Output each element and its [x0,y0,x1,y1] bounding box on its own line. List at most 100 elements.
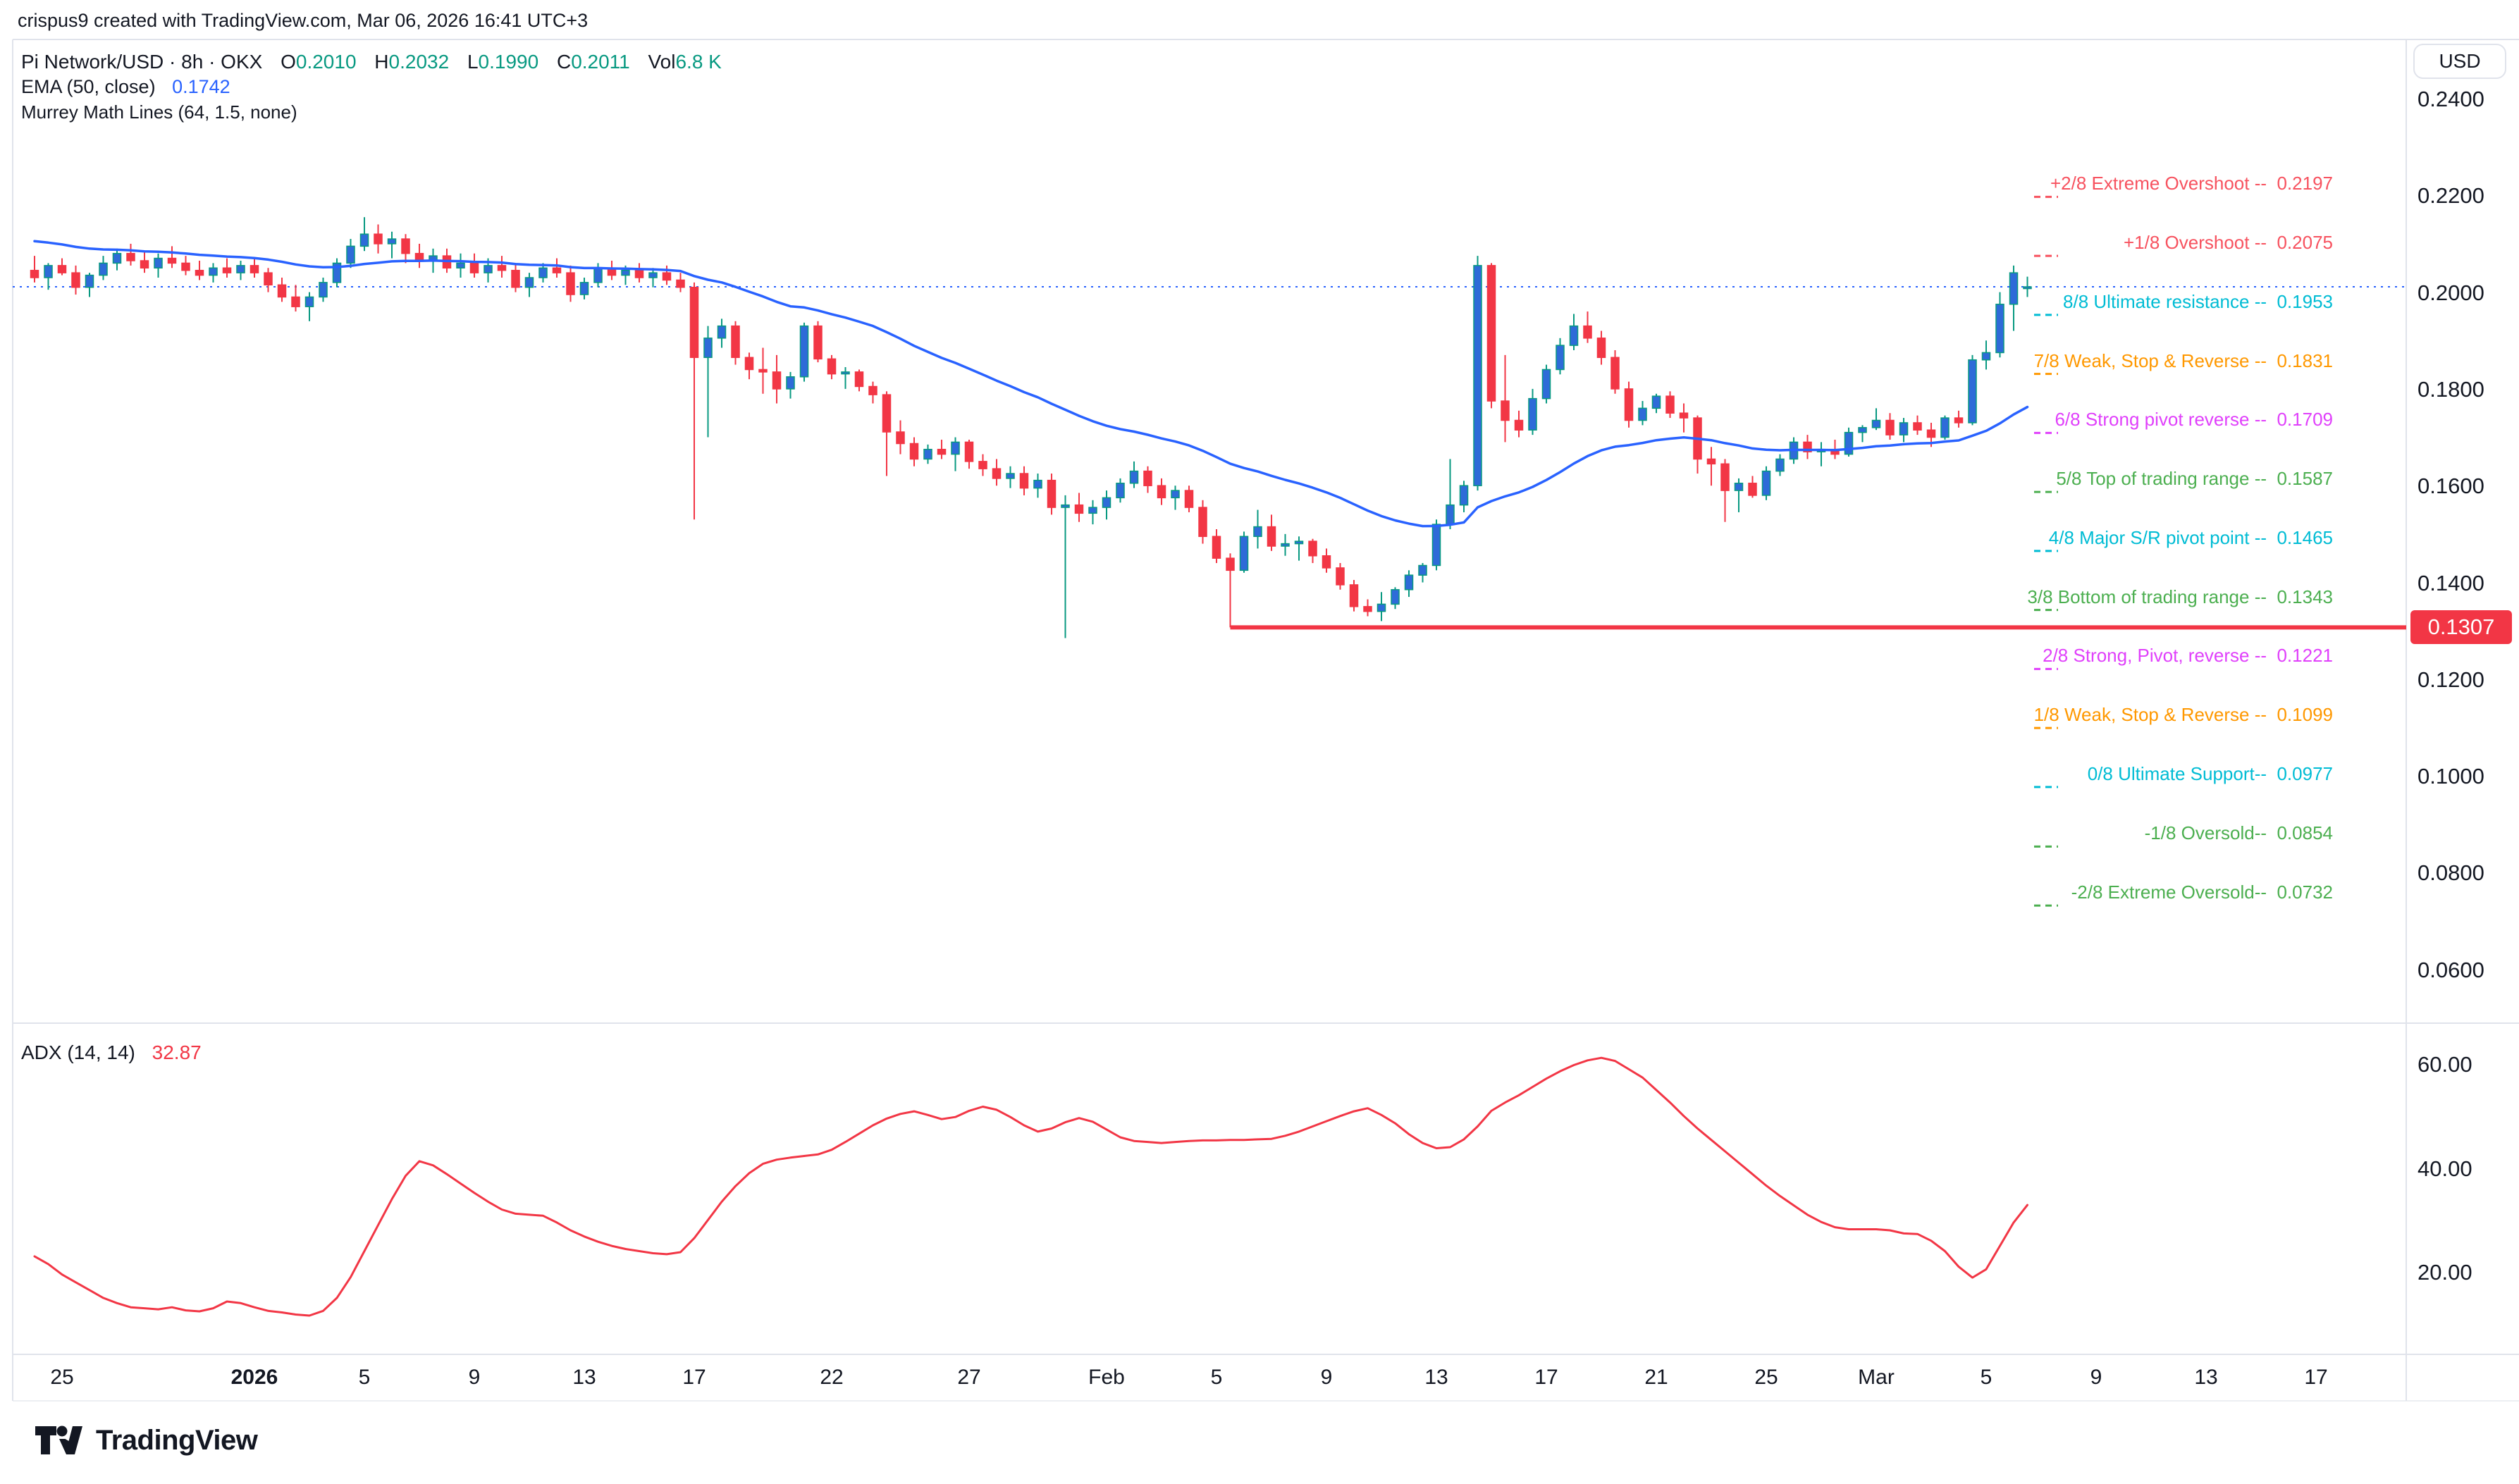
candle-body [813,325,823,360]
time-tick-label: 25 [50,1366,74,1389]
candle-body [99,262,108,276]
murrey-level-label: 7/8 Weak, Stop & Reverse -- 0.1831 [2033,350,2333,371]
candle-body [1267,526,1276,547]
volume-label: Vol [648,51,676,73]
candle-body [744,357,754,371]
candle-body [126,252,135,261]
ema-line [33,240,2029,528]
time-tick-label: 17 [2304,1366,2328,1389]
murrey-level-label: 5/8 Top of trading range -- 0.1587 [2056,468,2333,490]
candle-body [1596,338,1606,359]
tradingview-brand[interactable]: TradingView [34,1422,258,1459]
candle-body [1720,463,1730,491]
candle-body [1706,458,1716,465]
candle-body [1294,540,1304,545]
candle-body [799,325,809,378]
candle-body [1157,485,1166,499]
candle-body [1198,507,1207,538]
adx-legend-row[interactable]: ADX (14, 14) 32.87 [21,1041,202,1064]
candle-body [484,265,493,273]
price-tick-label: 0.2000 [2418,280,2484,305]
candle-body [1308,540,1317,557]
symbol-legend-row[interactable]: Pi Network/USD · 8h · OKX O0.2010 H0.203… [21,51,722,73]
ema-legend-row[interactable]: EMA (50, close) 0.1742 [21,76,230,98]
candle-body [387,238,397,245]
candle-body [937,448,947,455]
time-tick-label: 5 [1980,1366,1993,1389]
price-tick-label: 0.2400 [2418,87,2484,111]
candle-body [1501,400,1510,421]
candle-body [1556,345,1565,371]
candle-body [236,265,245,273]
adx-tick-label: 20.00 [2418,1260,2472,1285]
time-tick-label: 21 [1644,1366,1668,1389]
volume-value: 6.8 K [675,51,722,73]
mml-legend-row[interactable]: Murrey Math Lines (64, 1.5, none) [21,101,297,123]
low-label: L [467,51,479,73]
candle-body [579,282,589,295]
candle-body [566,272,575,295]
candle-body [209,267,218,276]
candle-body [717,325,727,339]
time-tick-label: 13 [572,1366,596,1389]
candle-body [1226,557,1235,571]
currency-unit-button[interactable]: USD [2413,44,2506,79]
time-tick-label: 9 [2090,1366,2102,1389]
candle-body [786,376,795,390]
candle-body [1761,470,1771,496]
candle-body [621,269,630,276]
candle-body [1610,357,1620,390]
murrey-level-label: +1/8 Overshoot -- 0.2075 [2123,232,2333,254]
candle-body [456,262,465,269]
price-tick-label: 0.0800 [2418,860,2484,886]
price-tick-label: 0.1200 [2418,667,2484,692]
candle-body [112,252,122,264]
candle-body [524,277,534,288]
candle-body [277,284,287,298]
candle-body [841,371,850,375]
candle-body [1679,412,1689,419]
candle-body [1871,419,1881,428]
candle-body [1885,419,1895,435]
candle-body [868,385,877,395]
murrey-level-label: 4/8 Major S/R pivot point -- 0.1465 [2048,526,2333,548]
candle-body [1748,483,1757,496]
candle-body [1281,543,1290,547]
time-tick-label: 5 [1210,1366,1223,1389]
price-tick-label: 0.2200 [2418,183,2484,209]
candle-body [1212,536,1221,559]
adx-tick-label: 40.00 [2418,1156,2472,1181]
candle-body [497,265,507,271]
murrey-level-label: -2/8 Extreme Oversold-- 0.0732 [2071,882,2333,903]
candle-body [469,262,479,273]
candle-body [140,260,149,269]
murrey-level-label: 6/8 Strong pivot reverse -- 0.1709 [2055,409,2333,431]
candle-body [676,279,685,288]
candle-body [634,269,644,278]
candle-body [882,394,892,433]
candle-body [222,267,232,273]
low-value: 0.1990 [478,51,539,73]
candle-body [662,272,672,281]
candle-body [689,286,699,359]
adx-line [33,1056,2028,1317]
candle-body [1940,417,1950,438]
candle-body [1129,470,1139,484]
candle-body [1638,407,1647,421]
candle-body [1376,603,1386,612]
candle-body [1858,427,1867,433]
candle-body [1253,526,1262,538]
candle-body [1184,490,1194,508]
time-tick-label: 17 [1534,1366,1558,1389]
candle-body [951,441,960,455]
candle-body [1665,395,1675,414]
candle-body [30,269,39,278]
murrey-level-label: 1/8 Weak, Stop & Reverse -- 0.1099 [2033,704,2333,726]
candle-body [1541,369,1551,400]
candle-body [44,265,53,278]
candle-body [71,272,80,288]
candle-body [758,369,768,373]
candle-body [1968,359,1977,423]
candle-body [1033,479,1042,489]
